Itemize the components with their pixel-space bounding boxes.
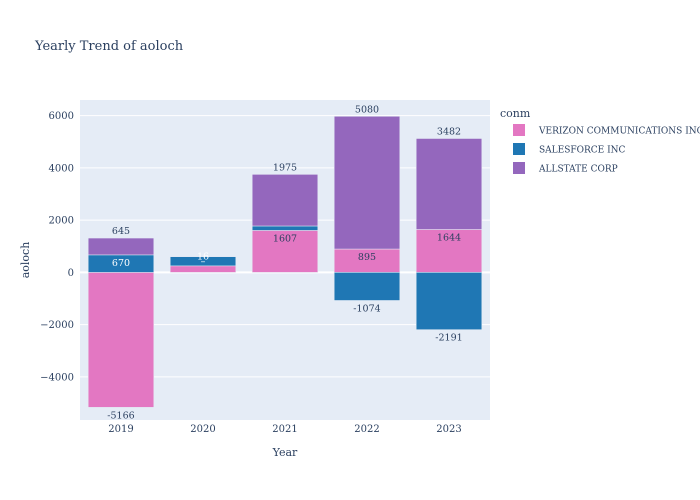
y-axis-ticks: −4000 −2000 0 2000 4000 6000 bbox=[40, 111, 74, 383]
x-tick-label: 2022 bbox=[354, 424, 379, 435]
legend-entry[interactable]: ALLSTATE CORP bbox=[538, 165, 618, 175]
bar[interactable] bbox=[415, 138, 483, 230]
bar-label: – bbox=[201, 256, 206, 267]
bar-label: 5080 bbox=[355, 104, 379, 115]
legend-swatch[interactable] bbox=[513, 143, 525, 155]
y-tick-label: 6000 bbox=[49, 111, 74, 122]
bar[interactable] bbox=[251, 230, 319, 273]
x-axis-ticks: 2019 2020 2021 2022 2023 bbox=[108, 424, 461, 435]
bar-label: 1644 bbox=[437, 232, 461, 243]
y-axis-title: aoloch bbox=[19, 242, 32, 279]
legend-entry[interactable]: SALESFORCE INC bbox=[539, 146, 626, 156]
bar[interactable] bbox=[87, 272, 155, 408]
bar-label: 645 bbox=[112, 226, 130, 237]
legend-title: conm bbox=[500, 107, 531, 120]
x-tick-label: 2019 bbox=[108, 424, 133, 435]
legend[interactable]: conm VERIZON COMMUNICATIONS INC SALESFORC… bbox=[500, 107, 700, 175]
bar-label: 16 bbox=[197, 252, 209, 263]
y-tick-label: −4000 bbox=[40, 372, 74, 383]
bar[interactable] bbox=[251, 174, 319, 227]
legend-swatch[interactable] bbox=[513, 162, 525, 174]
y-tick-label: 0 bbox=[68, 268, 74, 279]
x-axis-title: Year bbox=[272, 446, 298, 459]
bar-label: -1074 bbox=[353, 303, 380, 314]
bar[interactable] bbox=[333, 116, 401, 250]
bar-labels: -5166 1607 895 1644 670 – -1074 -2191 645 16 1975 5… bbox=[107, 104, 462, 421]
y-tick-label: −2000 bbox=[40, 320, 74, 331]
y-tick-label: 2000 bbox=[49, 216, 74, 227]
bar[interactable] bbox=[333, 272, 401, 301]
bar-label: -5166 bbox=[107, 410, 134, 421]
bars bbox=[87, 116, 483, 408]
bar-label: 670 bbox=[112, 258, 130, 269]
x-tick-label: 2021 bbox=[272, 424, 297, 435]
bar-label: 895 bbox=[358, 252, 376, 263]
legend-entry[interactable]: VERIZON COMMUNICATIONS INC bbox=[538, 127, 700, 137]
bar[interactable] bbox=[415, 272, 483, 330]
chart-title: Yearly Trend of aoloch bbox=[34, 39, 184, 54]
bar-label: -2191 bbox=[435, 333, 462, 344]
x-tick-label: 2020 bbox=[190, 424, 215, 435]
bar-label: 3482 bbox=[437, 127, 461, 138]
y-tick-label: 4000 bbox=[49, 163, 74, 174]
bar[interactable] bbox=[87, 237, 155, 256]
x-tick-label: 2023 bbox=[436, 424, 461, 435]
bar[interactable] bbox=[251, 225, 319, 231]
bar-label: 1607 bbox=[273, 233, 297, 244]
legend-swatch[interactable] bbox=[513, 124, 525, 136]
bar-label: 1975 bbox=[273, 162, 297, 173]
